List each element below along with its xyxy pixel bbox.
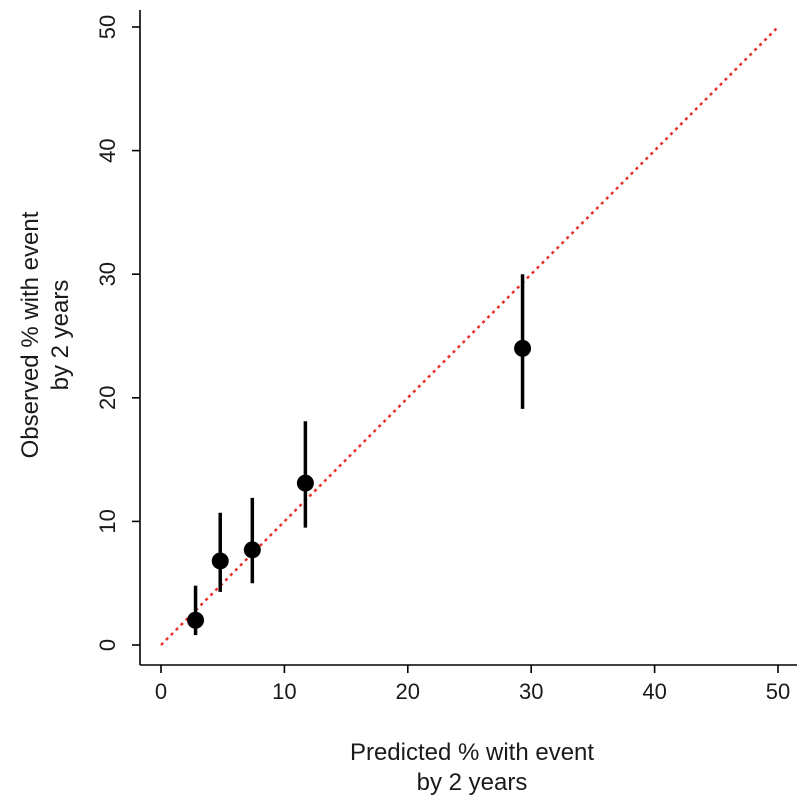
x-axis: 0 10 20 30 40 50 [140, 664, 797, 704]
x-tick-label: 40 [642, 679, 666, 704]
x-tick-label: 50 [766, 679, 790, 704]
y-tick-label: 30 [95, 262, 120, 286]
x-axis-title-line2: by 2 years [417, 769, 528, 796]
data-point [243, 541, 261, 559]
x-ticks: 0 10 20 30 40 50 [155, 665, 790, 704]
y-axis-title-line2: by 2 years [47, 280, 74, 391]
y-axis-title: Observed % with event by 2 years [17, 211, 74, 458]
x-tick-label: 30 [519, 679, 543, 704]
y-tick-label: 20 [95, 386, 120, 410]
y-tick-label: 50 [95, 15, 120, 39]
data-point [296, 474, 314, 492]
x-tick-label: 0 [155, 679, 167, 704]
x-tick-label: 10 [272, 679, 296, 704]
data-point [211, 552, 229, 570]
data-point [514, 339, 532, 357]
y-axis-title-line1: Observed % with event [17, 211, 44, 458]
x-axis-title-line1: Predicted % with event [350, 739, 594, 766]
y-ticks: 0 10 20 30 40 50 [95, 15, 140, 651]
y-tick-label: 10 [95, 509, 120, 533]
reference-line [160, 26, 779, 646]
y-axis: 0 10 20 30 40 50 [95, 10, 141, 665]
y-tick-label: 0 [95, 639, 120, 651]
y-tick-label: 40 [95, 138, 120, 162]
x-tick-label: 20 [396, 679, 420, 704]
data-point [187, 611, 205, 629]
data-points [187, 274, 532, 636]
